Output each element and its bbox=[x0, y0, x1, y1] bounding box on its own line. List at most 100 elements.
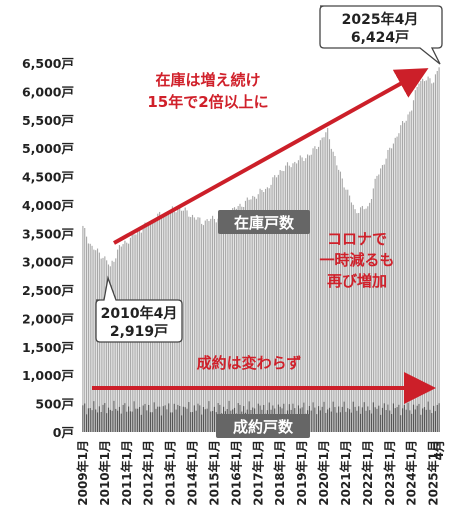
x-tick-label: 2017年1月 bbox=[250, 440, 265, 506]
contract-bar bbox=[91, 410, 93, 432]
contract-bar bbox=[352, 401, 354, 432]
inventory-bar bbox=[369, 202, 371, 432]
contract-bar bbox=[140, 414, 142, 432]
inventory-bar bbox=[363, 209, 365, 432]
contract-bar bbox=[354, 406, 356, 432]
contract-bar bbox=[149, 412, 152, 432]
contract-bar bbox=[431, 413, 433, 432]
contract-bar bbox=[314, 407, 316, 432]
inventory-bar bbox=[409, 111, 411, 433]
inventory-bar bbox=[436, 70, 438, 432]
x-tick-label: 2014年1月 bbox=[185, 440, 200, 506]
inventory-bar bbox=[226, 212, 228, 432]
inventory-bar bbox=[414, 90, 416, 432]
inventory-bar bbox=[115, 258, 117, 432]
inventory-bar bbox=[244, 200, 247, 432]
contract-bar bbox=[107, 407, 110, 432]
y-tick-label: 4,500戸 bbox=[22, 170, 74, 185]
latest-callout: 2025年4月 6,424戸 bbox=[319, 5, 443, 65]
contract-bar bbox=[356, 410, 358, 432]
contract-bar bbox=[197, 403, 199, 432]
contract-bar bbox=[212, 411, 214, 432]
contract-bar bbox=[208, 401, 210, 432]
inventory-bar bbox=[250, 199, 252, 432]
x-tick-label: 2009年1月 bbox=[75, 440, 90, 506]
y-tick-label: 1,000戸 bbox=[22, 368, 74, 383]
inventory-bar bbox=[400, 125, 402, 433]
low-callout-line2: 2,919戸 bbox=[110, 324, 168, 340]
inventory-bar bbox=[296, 163, 298, 433]
inventory-bar bbox=[259, 188, 261, 432]
contract-bar bbox=[341, 406, 343, 432]
inventory-bar bbox=[358, 212, 360, 432]
contract-bar bbox=[394, 408, 396, 432]
inventory-bar bbox=[321, 137, 323, 432]
y-tick-label: 0戸 bbox=[53, 425, 74, 440]
inventory-bar bbox=[429, 78, 431, 432]
contract-bar bbox=[129, 411, 131, 432]
contract-bar bbox=[429, 409, 431, 432]
contract-bar bbox=[210, 411, 212, 432]
inventory-bar bbox=[356, 213, 358, 432]
contract-bar bbox=[115, 408, 117, 432]
inventory-bar bbox=[270, 184, 272, 432]
contract-bar bbox=[400, 415, 402, 432]
contract-bar bbox=[113, 400, 115, 432]
contract-bar bbox=[144, 403, 146, 432]
x-tick-label: 2023年1月 bbox=[382, 440, 397, 506]
inventory-bar bbox=[370, 198, 373, 432]
inventory-bar bbox=[243, 206, 245, 432]
inventory-bar bbox=[95, 250, 97, 432]
inventory-bar bbox=[111, 260, 113, 432]
inventory-bar bbox=[208, 221, 210, 432]
latest-callout-line2: 6,424戸 bbox=[351, 30, 409, 46]
inventory-bar bbox=[328, 139, 331, 433]
contract-bar bbox=[380, 414, 382, 432]
inventory-bar bbox=[186, 210, 188, 432]
inventory-bar bbox=[104, 256, 106, 432]
inventory-bar bbox=[361, 205, 363, 432]
inventory-bar bbox=[427, 76, 429, 432]
contract-bar bbox=[365, 410, 367, 432]
inventory-bar bbox=[275, 177, 278, 432]
contract-bar bbox=[345, 411, 347, 432]
inventory-bar bbox=[215, 222, 217, 432]
contract-bar bbox=[109, 409, 111, 432]
contract-bar bbox=[142, 405, 144, 432]
inventory-bar bbox=[403, 122, 405, 433]
contract-bar bbox=[327, 409, 329, 432]
contract-bar bbox=[310, 410, 312, 432]
inventory-bar bbox=[407, 114, 409, 432]
contract-bar bbox=[339, 412, 342, 432]
latest-callout-line1: 2025年4月 bbox=[342, 11, 419, 28]
inventory-bar bbox=[279, 170, 281, 432]
y-tick-label: 2,000戸 bbox=[22, 311, 74, 326]
contract-bar bbox=[193, 405, 195, 432]
y-tick-label: 3,000戸 bbox=[22, 255, 74, 270]
inventory-bar bbox=[354, 209, 356, 432]
inventory-bar bbox=[423, 81, 426, 432]
inventory-bar bbox=[237, 206, 239, 432]
inventory-bar bbox=[197, 217, 199, 432]
y-tick-label: 4,000戸 bbox=[22, 198, 74, 213]
inventory-bar bbox=[341, 178, 343, 432]
inventory-bar bbox=[219, 214, 221, 432]
inventory-bar bbox=[102, 257, 104, 432]
inventory-label-bg bbox=[218, 210, 310, 234]
contract-bar bbox=[171, 412, 173, 432]
inventory-bar bbox=[266, 187, 268, 432]
contract-bar bbox=[122, 404, 124, 432]
inventory-bar bbox=[332, 151, 334, 433]
contract-bar bbox=[195, 410, 197, 432]
contract-bar bbox=[401, 408, 404, 432]
inventory-bar bbox=[239, 203, 241, 432]
contract-bar bbox=[111, 410, 113, 432]
contract-bar bbox=[151, 412, 153, 432]
contract-bar bbox=[412, 404, 415, 432]
contract-bar bbox=[98, 406, 100, 432]
contract-bar bbox=[166, 409, 168, 432]
contract-bar bbox=[403, 405, 405, 432]
inventory-bar bbox=[425, 80, 427, 433]
inventory-bar bbox=[222, 216, 225, 432]
contract-bar bbox=[323, 401, 325, 432]
